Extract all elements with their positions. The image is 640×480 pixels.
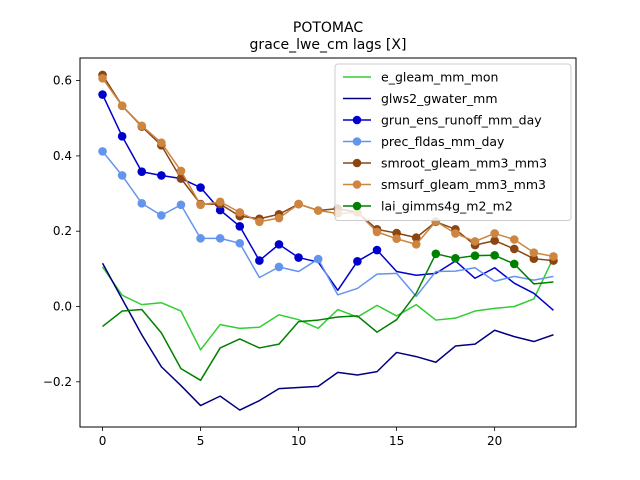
data-point bbox=[509, 244, 519, 254]
data-point bbox=[235, 238, 245, 248]
data-point bbox=[529, 254, 539, 263]
data-point bbox=[392, 234, 401, 244]
data-point bbox=[490, 229, 499, 238]
y-tick-label: −0.2 bbox=[43, 375, 72, 389]
data-point bbox=[549, 252, 558, 261]
data-point bbox=[490, 236, 499, 245]
data-point bbox=[294, 253, 303, 262]
legend-marker bbox=[352, 201, 362, 211]
legend-marker bbox=[352, 115, 362, 125]
y-tick-label: 0.2 bbox=[53, 224, 72, 238]
data-point bbox=[274, 262, 284, 272]
data-point bbox=[157, 171, 166, 180]
legend-entry-label: smroot_gleam_mm3_mm3 bbox=[381, 156, 547, 171]
legend-marker bbox=[352, 137, 362, 146]
data-point bbox=[98, 147, 107, 156]
chart-title: POTOMAC bbox=[293, 20, 363, 36]
data-point bbox=[176, 174, 186, 183]
data-point bbox=[157, 138, 166, 148]
series-line bbox=[101, 262, 554, 411]
x-tick-label: 15 bbox=[389, 434, 404, 448]
legend-entry-label: lai_gimms4g_m2_m2 bbox=[381, 199, 513, 214]
data-point bbox=[372, 245, 382, 255]
data-point bbox=[98, 74, 107, 83]
data-point bbox=[274, 240, 284, 249]
data-point bbox=[196, 200, 205, 210]
legend-entry-label: grun_ens_runoff_mm_day bbox=[381, 113, 542, 128]
data-point bbox=[451, 229, 460, 238]
series-lai_gimms4g_m2_m2 bbox=[102, 249, 554, 382]
data-point bbox=[137, 167, 147, 177]
data-point bbox=[215, 205, 225, 215]
axis-ticks-layer: 0 5 10 15 20 −0.2 0.0 0.2 0.4 0.6 bbox=[43, 74, 502, 448]
data-point bbox=[196, 183, 205, 192]
data-point bbox=[274, 213, 284, 223]
data-point bbox=[215, 234, 225, 243]
data-point bbox=[411, 233, 421, 242]
x-tick-label: 5 bbox=[197, 434, 205, 448]
series-prec_fldas_mm_day bbox=[98, 147, 554, 298]
data-point bbox=[176, 200, 186, 210]
data-point bbox=[470, 237, 480, 246]
data-point bbox=[431, 249, 441, 259]
data-point bbox=[509, 259, 519, 269]
data-point bbox=[176, 166, 186, 176]
data-point bbox=[117, 101, 127, 111]
series-glws2_gwater_mm bbox=[101, 262, 554, 411]
data-point bbox=[313, 206, 323, 215]
series-smsurf_gleam_mm3_mm3 bbox=[98, 74, 558, 261]
plot-frame bbox=[79, 57, 577, 428]
data-point bbox=[411, 240, 421, 249]
data-point bbox=[215, 197, 225, 207]
data-point bbox=[98, 90, 107, 99]
data-point bbox=[255, 217, 264, 227]
data-point bbox=[372, 227, 382, 237]
y-tick-label: 0.6 bbox=[53, 74, 72, 88]
y-tick-label: 0.0 bbox=[53, 300, 72, 314]
data-point bbox=[509, 235, 519, 244]
legend-marker bbox=[352, 158, 362, 168]
legend-entry-label: e_gleam_mm_mon bbox=[381, 70, 498, 85]
data-point bbox=[255, 256, 264, 265]
data-point bbox=[294, 199, 303, 209]
chart-subtitle: grace_lwe_cm lags [X] bbox=[250, 37, 407, 53]
data-point bbox=[196, 234, 205, 243]
data-point bbox=[137, 121, 147, 131]
legend-box bbox=[334, 63, 572, 221]
data-point bbox=[529, 248, 539, 257]
legend-marker bbox=[352, 180, 362, 189]
legend-entry-label: smsurf_gleam_mm3_mm3 bbox=[381, 177, 546, 192]
data-point bbox=[451, 254, 460, 263]
plot-series-layer bbox=[98, 70, 558, 411]
legend: e_gleam_mm_mon glws2_gwater_mm grun_ens_ru… bbox=[334, 63, 572, 221]
data-point bbox=[235, 222, 245, 231]
data-point bbox=[313, 254, 323, 264]
legend-entry-label: glws2_gwater_mm bbox=[381, 91, 498, 106]
x-tick-label: 0 bbox=[99, 434, 107, 448]
x-tick-label: 20 bbox=[487, 434, 502, 448]
data-point bbox=[353, 257, 362, 266]
legend-entry-label: prec_fldas_mm_day bbox=[381, 134, 505, 149]
x-tick-label: 10 bbox=[291, 434, 306, 448]
data-point bbox=[117, 171, 127, 180]
data-point bbox=[117, 132, 127, 141]
data-point bbox=[157, 211, 166, 220]
data-point bbox=[235, 208, 245, 217]
data-point bbox=[470, 251, 480, 260]
data-point bbox=[137, 199, 147, 208]
data-point bbox=[490, 251, 499, 260]
y-tick-label: 0.4 bbox=[53, 149, 72, 163]
